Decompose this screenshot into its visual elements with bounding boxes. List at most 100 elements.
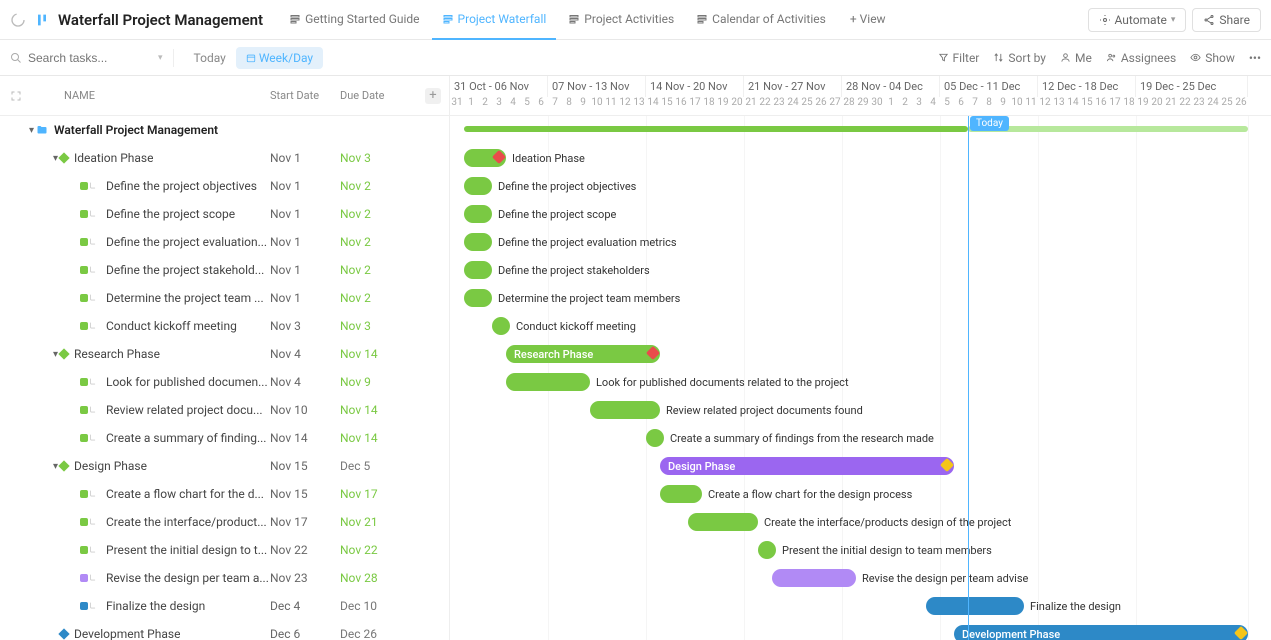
summary-bar[interactable] (464, 126, 968, 132)
sortby-button[interactable]: Sort by (993, 51, 1046, 65)
gantt-bar[interactable]: Development Phase (954, 625, 1248, 640)
view-tabs: Getting Started GuideProject WaterfallPr… (279, 0, 836, 40)
view-tab[interactable]: Getting Started Guide (279, 0, 429, 40)
view-tab[interactable]: Project Activities (558, 0, 684, 40)
gantt-bar[interactable] (492, 317, 510, 335)
task-name: Look for published documen... (106, 375, 268, 389)
today-toggle[interactable]: Today (184, 47, 236, 69)
task-due-date: Nov 14 (340, 403, 400, 417)
search-box[interactable] (10, 51, 148, 65)
task-row[interactable]: Review related project docu...Nov 10Nov … (0, 396, 449, 424)
automate-button[interactable]: Automate▾ (1088, 8, 1187, 32)
gantt-bar[interactable] (506, 373, 590, 391)
task-row[interactable]: Development PhaseDec 6Dec 26 (0, 620, 449, 640)
day-header: 13 (632, 97, 646, 115)
gantt-bar[interactable]: Design Phase (660, 457, 954, 475)
weekday-toggle[interactable]: Week/Day (236, 47, 323, 69)
task-row[interactable]: Create a summary of finding...Nov 14Nov … (0, 424, 449, 452)
task-row[interactable]: Define the project scopeNov 1Nov 2 (0, 200, 449, 228)
day-header: 14 (1066, 97, 1080, 115)
day-header: 17 (688, 97, 702, 115)
assignees-button[interactable]: Assignees (1106, 51, 1176, 65)
day-header: 6 (954, 97, 968, 115)
task-start-date: Nov 15 (270, 459, 330, 473)
show-button[interactable]: Show (1190, 51, 1235, 65)
task-start-date: Nov 1 (270, 207, 330, 221)
day-header: 16 (1094, 97, 1108, 115)
gantt-bar[interactable] (688, 513, 758, 531)
task-row[interactable]: Present the initial design to t...Nov 22… (0, 536, 449, 564)
search-dropdown[interactable]: ▾ (158, 53, 163, 63)
day-header: 22 (758, 97, 772, 115)
gantt-bar[interactable] (660, 485, 702, 503)
gantt-bar[interactable] (590, 401, 660, 419)
gantt-bar[interactable] (926, 597, 1024, 615)
task-row[interactable]: ▾ Waterfall Project Management (0, 116, 449, 144)
task-row[interactable]: Revise the design per team a...Nov 23Nov… (0, 564, 449, 592)
task-row[interactable]: Define the project evaluation...Nov 1Nov… (0, 228, 449, 256)
gantt-bar[interactable] (464, 205, 492, 223)
me-button[interactable]: Me (1060, 51, 1092, 65)
add-column-button[interactable]: + (425, 88, 441, 104)
expand-icon[interactable] (10, 90, 22, 102)
task-row[interactable]: Determine the project team ...Nov 1Nov 2 (0, 284, 449, 312)
gantt-bar[interactable] (646, 429, 664, 447)
week-header: 12 Dec - 18 Dec (1038, 76, 1136, 97)
collapse-toggle[interactable]: ▾ (53, 349, 58, 360)
task-name: Design Phase (74, 459, 147, 473)
collapse-toggle[interactable]: ▾ (29, 125, 34, 136)
day-header: 24 (786, 97, 800, 115)
task-start-date: Nov 4 (270, 375, 330, 389)
status-icon (80, 266, 88, 274)
collapse-toggle[interactable]: ▾ (53, 461, 58, 472)
gantt-bar[interactable] (464, 233, 492, 251)
view-tab[interactable]: Project Waterfall (432, 0, 557, 40)
gantt-bar[interactable] (772, 569, 856, 587)
gantt-bar[interactable] (464, 261, 492, 279)
task-start-date: Nov 1 (270, 263, 330, 277)
task-name: Create a flow chart for the d... (106, 487, 264, 501)
day-header: 25 (1220, 97, 1234, 115)
day-header: 5 (520, 97, 534, 115)
gantt-bar[interactable] (758, 541, 776, 559)
day-header: 13 (1052, 97, 1066, 115)
task-row[interactable]: Define the project stakehold...Nov 1Nov … (0, 256, 449, 284)
task-row[interactable]: Create the interface/product...Nov 17Nov… (0, 508, 449, 536)
brand-icon (34, 12, 50, 28)
task-row[interactable]: Create a flow chart for the d...Nov 15No… (0, 480, 449, 508)
list-icon (568, 13, 580, 25)
more-button[interactable]: ••• (1249, 51, 1261, 65)
filter-button[interactable]: Filter (938, 51, 980, 65)
task-row[interactable]: Define the project objectivesNov 1Nov 2 (0, 172, 449, 200)
day-header: 20 (730, 97, 744, 115)
subtask-icon (88, 517, 98, 527)
status-icon (80, 210, 88, 218)
gantt-bar[interactable]: Research Phase (506, 345, 660, 363)
task-row[interactable]: ▾ Design PhaseNov 15Dec 5 (0, 452, 449, 480)
gantt-bar[interactable] (464, 177, 492, 195)
add-view-button[interactable]: + View (840, 0, 896, 40)
gantt-body[interactable]: TodayIdeation PhaseDefine the project ob… (450, 116, 1271, 640)
day-header: 10 (1010, 97, 1024, 115)
task-row[interactable]: ▾ Ideation PhaseNov 1Nov 3 (0, 144, 449, 172)
view-tab[interactable]: Calendar of Activities (686, 0, 836, 40)
search-input[interactable] (28, 51, 148, 65)
task-start-date: Nov 4 (270, 347, 330, 361)
day-header: 26 (1234, 97, 1248, 115)
task-row[interactable]: Finalize the designDec 4Dec 10 (0, 592, 449, 620)
task-row[interactable]: ▾ Research PhaseNov 4Nov 14 (0, 340, 449, 368)
task-row[interactable]: Conduct kickoff meetingNov 3Nov 3 (0, 312, 449, 340)
task-name: Research Phase (74, 347, 160, 361)
list-icon (696, 13, 708, 25)
calendar-icon (246, 53, 256, 63)
day-header: 27 (828, 97, 842, 115)
gantt-bar[interactable] (464, 289, 492, 307)
day-header: 2 (478, 97, 492, 115)
share-icon (1203, 14, 1215, 26)
collapse-toggle[interactable]: ▾ (53, 153, 58, 164)
summary-bar-future[interactable] (968, 126, 1248, 132)
task-row[interactable]: Look for published documen...Nov 4Nov 9 (0, 368, 449, 396)
subtask-icon (88, 377, 98, 387)
subtask-icon (88, 573, 98, 583)
share-button[interactable]: Share (1192, 8, 1261, 32)
